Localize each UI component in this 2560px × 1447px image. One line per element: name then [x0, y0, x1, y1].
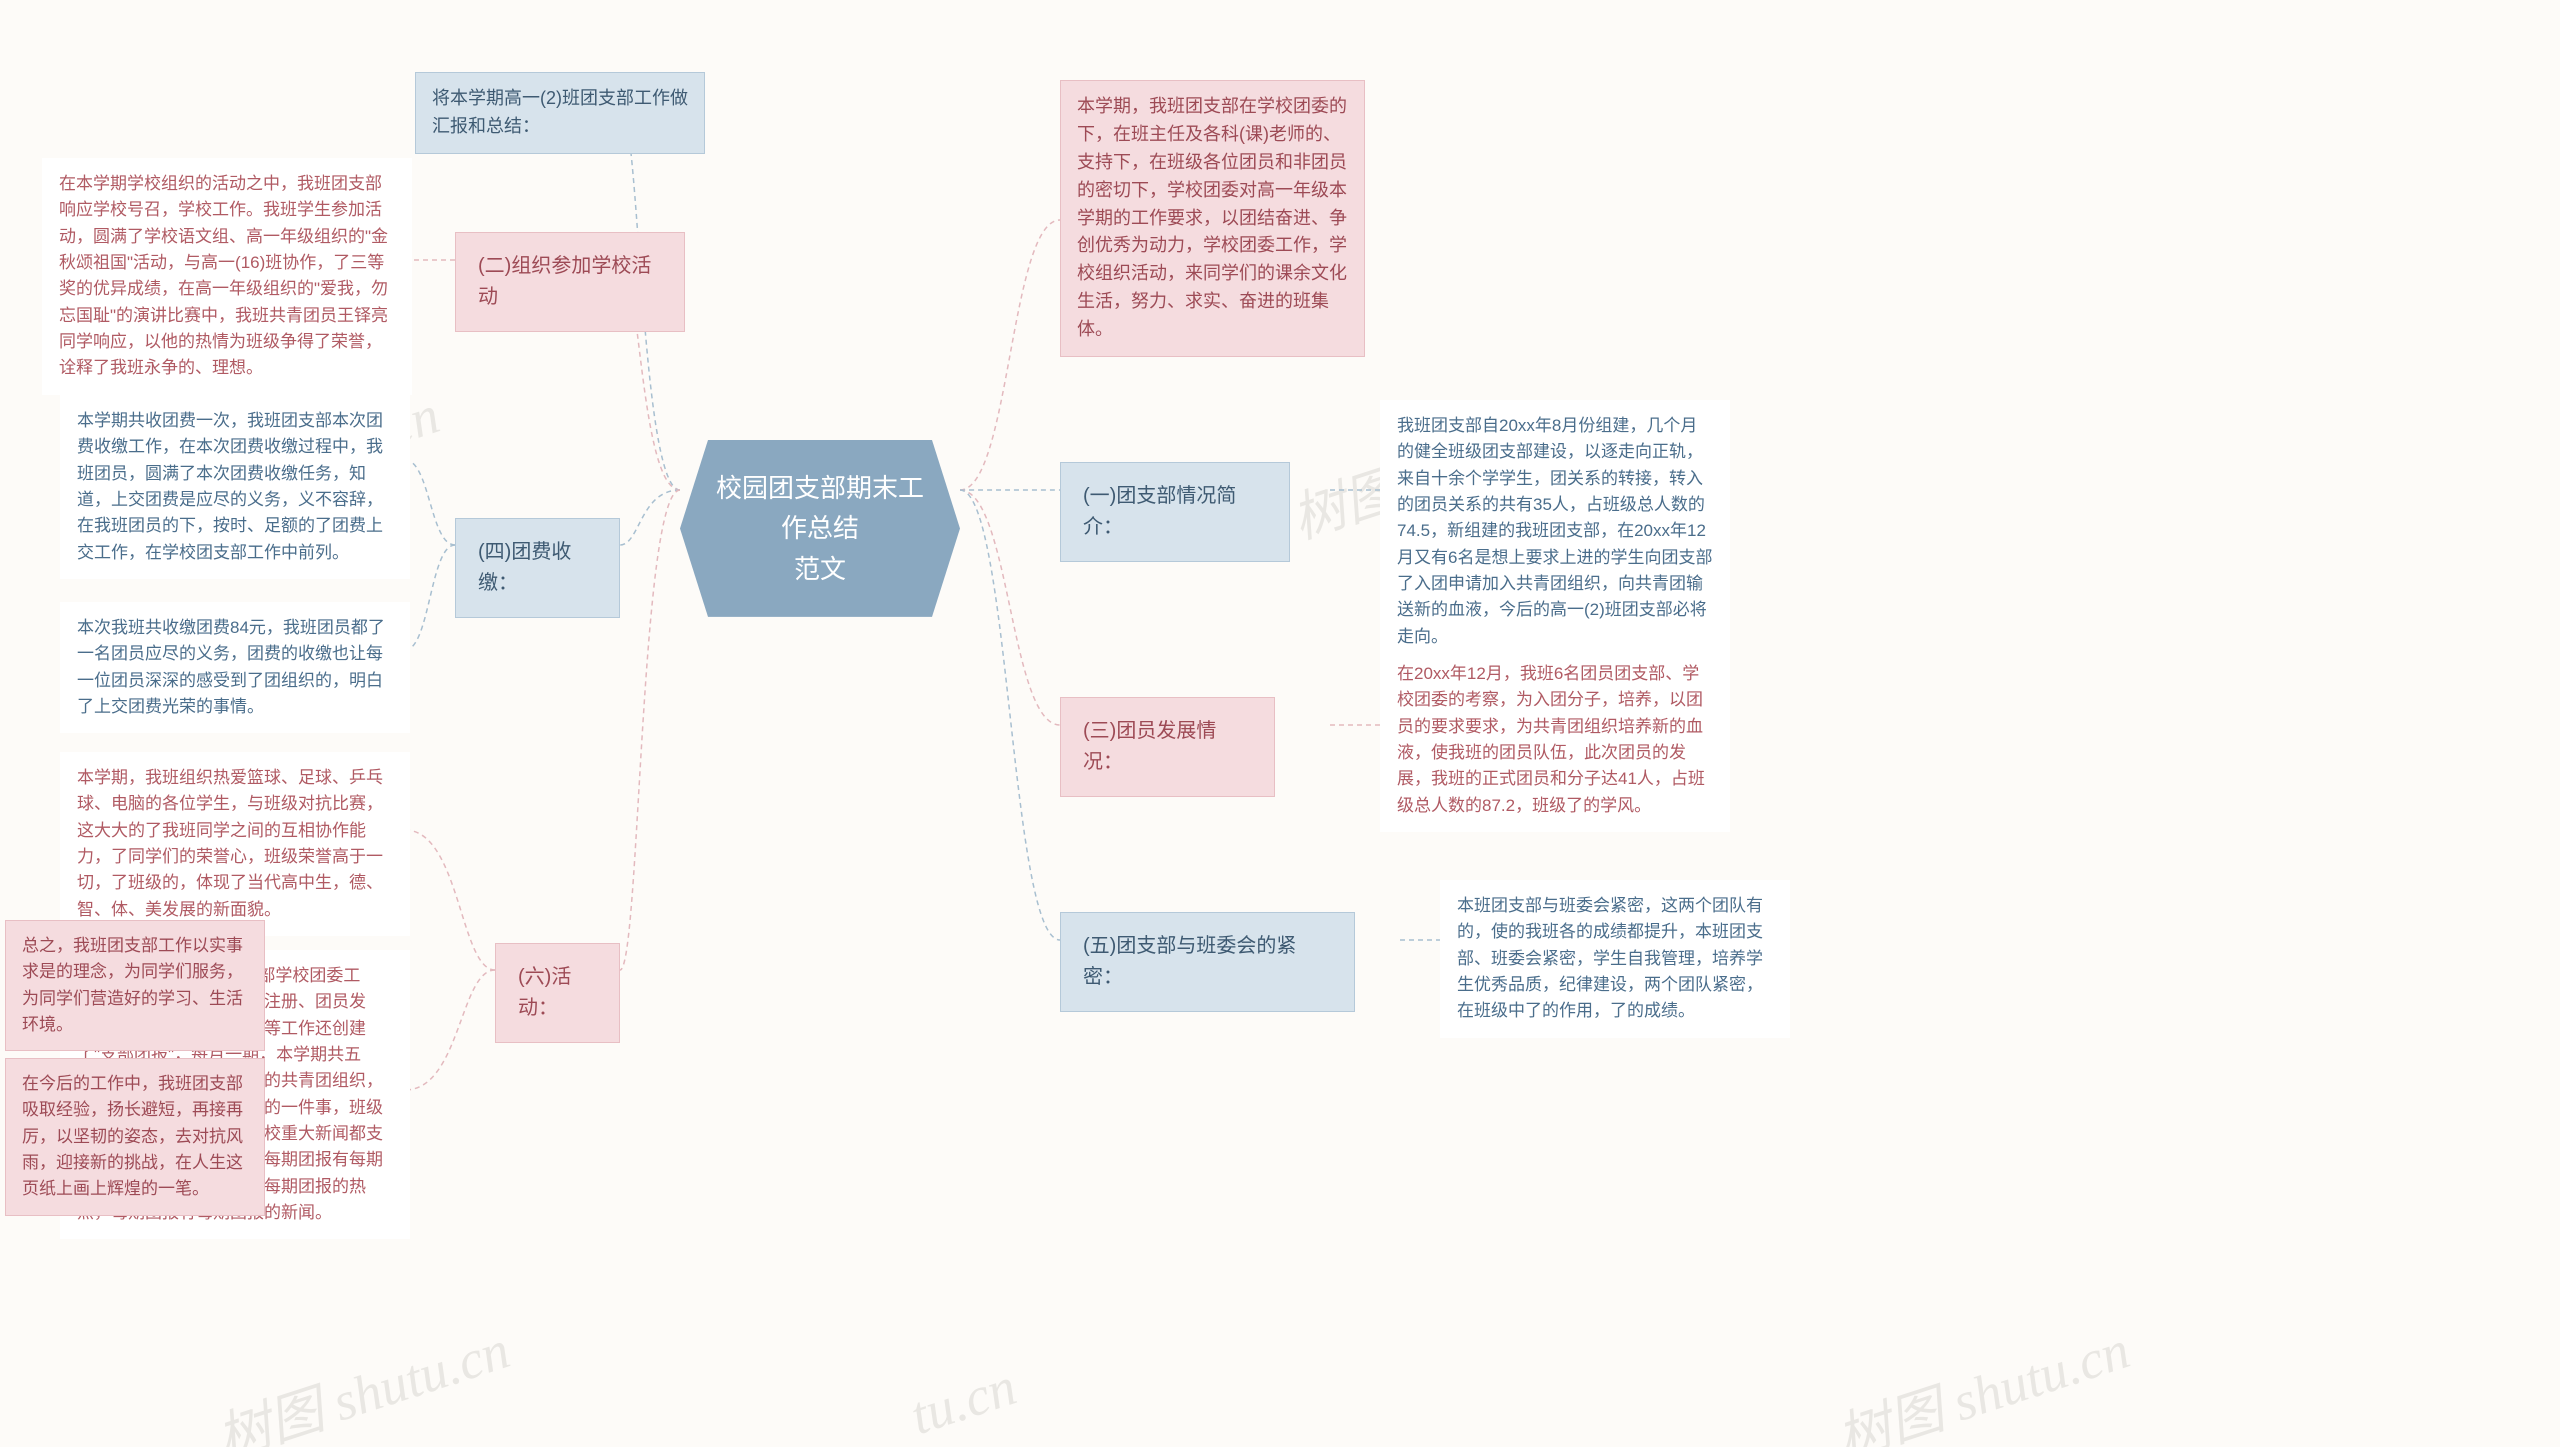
section-4-d1-text: 本学期共收团费一次，我班团支部本次团费收缴工作，在本次团费收缴过程中，我班团员，… — [77, 411, 383, 562]
section-4-label-text: (四)团费收缴： — [478, 541, 571, 594]
section-5-label-text: (五)团支部与班委会的紧密： — [1083, 935, 1296, 988]
section-4-detail-1: 本学期共收团费一次，我班团支部本次团费收缴工作，在本次团费收缴过程中，我班团员，… — [60, 395, 410, 579]
section-3-label: (三)团员发展情况： — [1060, 697, 1275, 797]
section-3-detail-text: 在20xx年12月，我班6名团员团支部、学校团委的考察，为入团分子，培养，以团员… — [1397, 664, 1705, 815]
section-5-detail-text: 本班团支部与班委会紧密，这两个团队有的，使的我班各的成绩都提升，本班团支部、班委… — [1457, 896, 1763, 1020]
conclusion-2-text: 在今后的工作中，我班团支部吸取经验，扬长避短，再接再厉，以坚韧的姿态，去对抗风雨… — [22, 1074, 243, 1198]
section-6-d1-text: 本学期，我班组织热爱篮球、足球、乒乓球、电脑的各位学生，与班级对抗比赛，这大大的… — [77, 768, 383, 919]
section-1-label-text: (一)团支部情况简介： — [1083, 485, 1236, 538]
section-3-detail: 在20xx年12月，我班6名团员团支部、学校团委的考察，为入团分子，培养，以团员… — [1380, 648, 1730, 832]
right-intro-text: 本学期，我班团支部在学校团委的下，在班主任及各科(课)老师的、支持下，在班级各位… — [1077, 96, 1347, 339]
section-4-detail-2: 本次我班共收缴团费84元，我班团员都了一名团员应尽的义务，团费的收缴也让每一位团… — [60, 602, 410, 733]
section-5-detail: 本班团支部与班委会紧密，这两个团队有的，使的我班各的成绩都提升，本班团支部、班委… — [1440, 880, 1790, 1038]
conclusion-2: 在今后的工作中，我班团支部吸取经验，扬长避短，再接再厉，以坚韧的姿态，去对抗风雨… — [5, 1058, 265, 1216]
section-4-label: (四)团费收缴： — [455, 518, 620, 618]
section-3-label-text: (三)团员发展情况： — [1083, 720, 1216, 773]
left-top-text: 将本学期高一(2)班团支部工作做汇报和总结： — [432, 88, 688, 136]
section-1-detail-text: 我班团支部自20xx年8月份组建，几个月的健全班级团支部建设，以逐走向正轨，来自… — [1397, 416, 1712, 646]
section-5-label: (五)团支部与班委会的紧密： — [1060, 912, 1355, 1012]
section-6-label-text: (六)活动： — [518, 966, 571, 1019]
root-title: 校园团支部期末工作总结范文 — [716, 473, 924, 584]
section-6-detail-1: 本学期，我班组织热爱篮球、足球、乒乓球、电脑的各位学生，与班级对抗比赛，这大大的… — [60, 752, 410, 936]
section-2-detail-text: 在本学期学校组织的活动之中，我班团支部响应学校号召，学校工作。我班学生参加活动，… — [59, 174, 388, 377]
section-6-label: (六)活动： — [495, 943, 620, 1043]
watermark: 树图 shutu.cn — [205, 1305, 518, 1447]
conclusion-1-text: 总之，我班团支部工作以实事求是的理念，为同学们服务，为同学们营造好的学习、生活环… — [22, 936, 243, 1034]
section-2-label: (二)组织参加学校活动 — [455, 232, 685, 332]
right-intro: 本学期，我班团支部在学校团委的下，在班主任及各科(课)老师的、支持下，在班级各位… — [1060, 80, 1365, 357]
section-2-label-text: (二)组织参加学校活动 — [478, 255, 651, 308]
section-1-label: (一)团支部情况简介： — [1060, 462, 1290, 562]
conclusion-1: 总之，我班团支部工作以实事求是的理念，为同学们服务，为同学们营造好的学习、生活环… — [5, 920, 265, 1051]
watermark: tu.cn — [903, 1355, 1023, 1447]
section-1-detail: 我班团支部自20xx年8月份组建，几个月的健全班级团支部建设，以逐走向正轨，来自… — [1380, 400, 1730, 663]
watermark: 树图 shutu.cn — [1825, 1305, 2138, 1447]
root-node: 校园团支部期末工作总结范文 — [680, 440, 960, 617]
section-2-detail: 在本学期学校组织的活动之中，我班团支部响应学校号召，学校工作。我班学生参加活动，… — [42, 158, 412, 395]
section-4-d2-text: 本次我班共收缴团费84元，我班团员都了一名团员应尽的义务，团费的收缴也让每一位团… — [77, 618, 385, 716]
left-top-box: 将本学期高一(2)班团支部工作做汇报和总结： — [415, 72, 705, 154]
